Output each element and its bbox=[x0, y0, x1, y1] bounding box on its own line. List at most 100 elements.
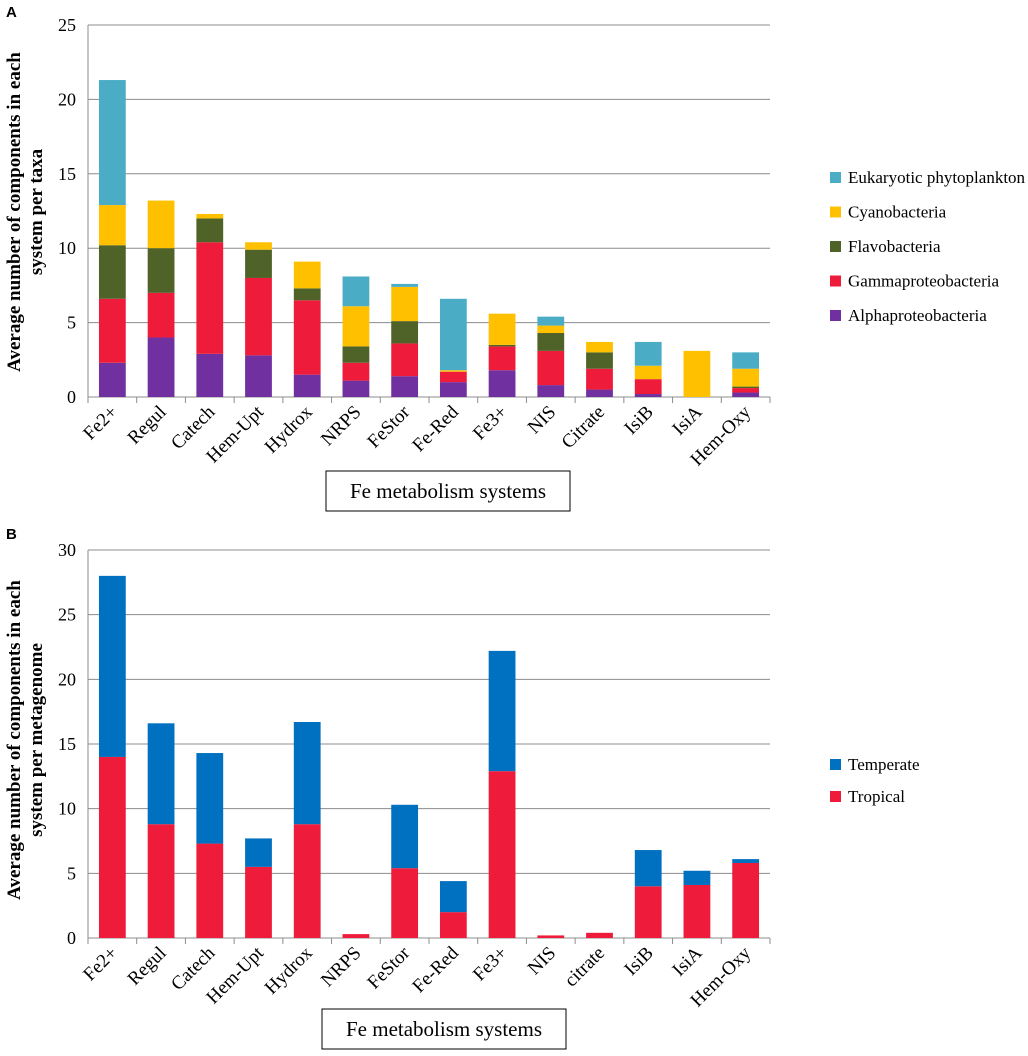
chart-a-bar-alphaproteobacteria bbox=[586, 389, 613, 397]
panel-a-ylabel: Average number of components in each sys… bbox=[4, 52, 47, 372]
panel-a-xlabel-box bbox=[325, 470, 571, 512]
chart-b-category-label: Fe3+ bbox=[469, 943, 512, 986]
chart-a-bar-flavobacteria bbox=[732, 386, 760, 389]
chart-b-bar-temperate bbox=[634, 850, 662, 887]
chart-b-bar-temperate bbox=[147, 723, 175, 825]
chart-a-bar-flavobacteria bbox=[293, 288, 321, 301]
chart-a-bar-alphaproteobacteria bbox=[196, 353, 224, 397]
chart-b-bar-tropical bbox=[245, 866, 272, 938]
panel-b-ylabel-line2: system per metagenome bbox=[26, 643, 47, 837]
chart-a-bar-flavobacteria bbox=[488, 344, 516, 347]
chart-b-category-label: citrate bbox=[561, 943, 609, 991]
chart-b-bar-temperate bbox=[245, 838, 272, 867]
chart-b-bar-tropical bbox=[634, 886, 662, 938]
chart-a-bar-eukaryotic-phytoplankton bbox=[537, 316, 565, 326]
chart-a-y-tick-label: 10 bbox=[58, 238, 76, 258]
panel-b-letter: B bbox=[6, 526, 17, 543]
chart-a-bar-alphaproteobacteria bbox=[732, 392, 760, 397]
chart-a-bar-alphaproteobacteria bbox=[537, 385, 565, 397]
chart-a-bar-gammaproteobacteria bbox=[732, 388, 760, 393]
chart-a-bar-eukaryotic-phytoplankton bbox=[634, 341, 662, 366]
chart-a-bar-cyanobacteria bbox=[488, 313, 516, 345]
chart-a-bar-eukaryotic-phytoplankton bbox=[342, 276, 370, 307]
chart-a-legend-label: Eukaryotic phytoplankton bbox=[848, 168, 1026, 187]
chart-b-category-label: Regul bbox=[124, 943, 171, 990]
chart-a-bar-flavobacteria bbox=[147, 248, 175, 293]
chart-a-category-label: Fe-Red bbox=[408, 401, 463, 456]
chart-b-bar-tropical bbox=[732, 862, 760, 938]
chart-b-category-label: FeStor bbox=[363, 942, 414, 993]
panel-a-ylabel-line2: system per taxa bbox=[26, 148, 47, 275]
chart-a-bar-cyanobacteria bbox=[293, 261, 321, 289]
chart-b-bar-tropical bbox=[537, 935, 565, 938]
chart-b-bar-tropical bbox=[439, 912, 467, 938]
chart-b-legend-label: Temperate bbox=[848, 755, 920, 774]
chart-a-bar-cyanobacteria bbox=[683, 350, 711, 397]
chart-b-bar-temperate bbox=[293, 722, 321, 825]
panel-b-xlabel-box bbox=[321, 1008, 567, 1050]
chart-b-y-tick-label: 30 bbox=[58, 540, 76, 560]
chart-a-bar-cyanobacteria bbox=[586, 341, 613, 353]
chart-a-bar-flavobacteria bbox=[196, 218, 224, 243]
chart-a-bar-alphaproteobacteria bbox=[245, 355, 272, 397]
chart-b-y-tick-label: 20 bbox=[58, 669, 76, 689]
chart-b-legend-swatch bbox=[830, 759, 841, 770]
chart-b-bar-tropical bbox=[488, 771, 516, 938]
chart-a-bar-cyanobacteria bbox=[391, 286, 419, 322]
chart-a-category-label: Hydrox bbox=[261, 401, 317, 457]
chart-b-y-tick-label: 5 bbox=[67, 863, 76, 883]
chart-a-bar-alphaproteobacteria bbox=[488, 370, 516, 397]
chart-a-bar-gammaproteobacteria bbox=[147, 292, 175, 338]
chart-b-category-label: IsiB bbox=[620, 943, 657, 980]
chart-b-y-tick-label: 0 bbox=[67, 928, 76, 948]
chart-a-legend-label: Alphaproteobacteria bbox=[848, 306, 987, 325]
chart-a-bar-cyanobacteria bbox=[245, 242, 272, 250]
chart-b-category-label: Fe2+ bbox=[79, 943, 122, 986]
chart-b-category-label: NRPS bbox=[317, 943, 365, 991]
chart-a-bar-alphaproteobacteria bbox=[147, 337, 175, 397]
chart-b-legend-swatch bbox=[830, 791, 841, 802]
chart-a-bar-alphaproteobacteria bbox=[293, 374, 321, 397]
panel-b-ylabel: Average number of components in each sys… bbox=[4, 580, 47, 900]
chart-a-y-tick-label: 15 bbox=[58, 164, 76, 184]
chart-b-bar-tropical bbox=[683, 884, 711, 938]
chart-b-bar-temperate bbox=[683, 870, 711, 885]
chart-a-category-label: NRPS bbox=[317, 402, 365, 450]
panel-a-ylabel-line1: Average number of components in each bbox=[4, 52, 25, 372]
chart-b-category-label: NIS bbox=[524, 943, 561, 980]
chart-a-bar-gammaproteobacteria bbox=[293, 300, 321, 375]
chart-b-bar-temperate bbox=[439, 881, 467, 913]
panel-a-xlabel: Fe metabolism systems bbox=[350, 479, 546, 503]
chart-a-bar-flavobacteria bbox=[98, 245, 126, 299]
chart-a-category-label: NIS bbox=[524, 402, 561, 439]
chart-a-bar-gammaproteobacteria bbox=[537, 350, 565, 386]
chart-a-bar-flavobacteria bbox=[342, 346, 370, 363]
chart-b-bar-tropical bbox=[147, 824, 175, 938]
chart-a-bar-gammaproteobacteria bbox=[391, 343, 419, 377]
chart-a-bar-alphaproteobacteria bbox=[342, 380, 370, 397]
chart-a-legend-label: Cyanobacteria bbox=[848, 203, 947, 222]
chart-a-legend-swatch bbox=[830, 241, 841, 252]
chart-a-bar-gammaproteobacteria bbox=[488, 346, 516, 371]
chart-a-bar-alphaproteobacteria bbox=[634, 394, 662, 397]
chart-a-category-label: IsiA bbox=[668, 401, 706, 439]
chart-a-bar-cyanobacteria bbox=[634, 365, 662, 380]
chart-b-category-label: Hydrox bbox=[261, 942, 317, 998]
chart-a-bar-eukaryotic-phytoplankton bbox=[439, 298, 467, 371]
chart-a-bar-cyanobacteria bbox=[342, 306, 370, 347]
chart-a-bar-gammaproteobacteria bbox=[245, 277, 272, 356]
chart-a-legend-label: Gammaproteobacteria bbox=[848, 272, 999, 291]
chart-a-legend-label: Flavobacteria bbox=[848, 237, 941, 256]
chart-a-bar-eukaryotic-phytoplankton bbox=[391, 283, 419, 287]
chart-a-category-label: IsiB bbox=[620, 402, 657, 439]
chart-b-bar-tropical bbox=[586, 932, 613, 938]
chart-b-bar-temperate bbox=[196, 753, 224, 844]
chart-b-bar-tropical bbox=[342, 934, 370, 938]
chart-b-y-tick-label: 10 bbox=[58, 799, 76, 819]
chart-a-y-tick-label: 5 bbox=[67, 313, 76, 333]
chart-a-legend-swatch bbox=[830, 206, 841, 218]
chart-a-bar-cyanobacteria bbox=[147, 200, 175, 249]
chart-a-bar-alphaproteobacteria bbox=[391, 376, 419, 397]
chart-b-y-tick-label: 25 bbox=[58, 605, 76, 625]
